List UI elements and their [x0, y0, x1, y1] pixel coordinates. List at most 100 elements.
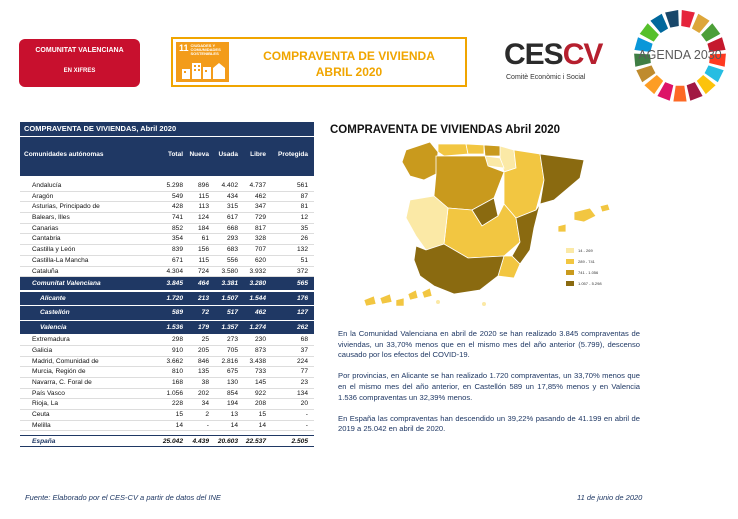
region-galicia [401, 141, 439, 181]
cell-free: 14 [258, 421, 266, 429]
cell-total: 428 [171, 203, 183, 211]
table-body-provinces: Alicante 1.720 213 1.507 1.544 176 Castellón 58… [20, 291, 314, 336]
table-row: Asturias, Principado de 428 113 315 347 81 [20, 202, 314, 214]
cell-used: 617 [226, 214, 238, 222]
cell-protected: 262 [296, 323, 308, 331]
cell-protected: 12 [300, 214, 308, 222]
cell-total: 1.056 [166, 389, 183, 397]
sdg-segment [681, 10, 695, 28]
legend-swatch [566, 270, 574, 275]
table-row: Melilla 14 - 14 14 - [20, 421, 314, 432]
sdg-ring-icon [634, 10, 726, 102]
table-row: Extremadura 298 25 273 230 68 [20, 335, 314, 346]
cell-new: 124 [197, 214, 209, 222]
cell-free: 707 [254, 246, 266, 254]
comunitat-valenciana-badge: COMUNITAT VALENCIANA EN XIFRES [19, 39, 140, 87]
cell-new: 2 [205, 411, 209, 418]
table-row: Alicante 1.720 213 1.507 1.544 176 [20, 291, 314, 307]
cell-free: 3.438 [249, 357, 266, 365]
cell-community: Alicante [40, 294, 66, 302]
source-note: Fuente: Elaborado por el CES-CV a partir… [25, 493, 221, 502]
cell-free: 462 [254, 309, 266, 317]
legend-item: 14 - 269 [566, 246, 602, 255]
cell-free: 462 [254, 192, 266, 200]
cell-protected: 2.505 [291, 438, 308, 446]
cell-used: 705 [226, 346, 238, 354]
cell-total: 1.536 [166, 323, 183, 331]
region-ceuta [436, 300, 440, 304]
cell-free: 1.274 [249, 323, 266, 331]
col-header-community: Comunidades autónomas [24, 151, 104, 158]
cell-community: Andalucía [32, 182, 62, 189]
cell-community: Navarra, C. Foral de [32, 378, 92, 386]
table-row: Balears, Illes 741 124 617 729 12 [20, 213, 314, 224]
region-baleares-menorca [599, 203, 611, 213]
cell-protected: 35 [300, 224, 308, 232]
cell-new: 896 [197, 182, 209, 189]
cell-free: 817 [254, 224, 266, 232]
cell-used: 854 [226, 389, 238, 397]
region-asturias [437, 143, 469, 157]
region-baleares-ibiza [557, 223, 567, 233]
cell-community: Valencia [40, 323, 67, 331]
cell-protected: 51 [300, 256, 308, 264]
sdg-segment [709, 53, 726, 67]
cell-used: 194 [226, 400, 238, 408]
cell-new: 4.439 [192, 438, 209, 446]
report-title-line1: COMPRAVENTA DE VIVIENDA [263, 49, 435, 63]
table-row: Cataluña 4.304 724 3.580 3.932 372 [20, 267, 314, 278]
table-row: España 25.042 4.439 20.603 22.537 2.505 [20, 435, 314, 448]
cell-used: 3.580 [221, 267, 238, 275]
report-title: COMPRAVENTA DE VIVIENDA ABRIL 2020 [233, 48, 465, 80]
cell-protected: 176 [296, 294, 308, 302]
cell-total: 298 [171, 336, 183, 344]
cell-protected: 68 [300, 336, 308, 344]
cell-total: 589 [171, 309, 183, 317]
cell-new: 135 [197, 368, 209, 376]
table-row: Aragón 549 115 434 462 87 [20, 192, 314, 203]
cell-new: 115 [198, 192, 209, 200]
cell-new: 115 [198, 256, 209, 264]
cell-protected: 224 [296, 357, 308, 365]
agenda-2030-text: AGENDA 2030 [638, 48, 722, 62]
cell-free: 873 [254, 346, 266, 354]
cell-free: 1.544 [249, 294, 266, 302]
cell-free: 145 [254, 378, 266, 386]
cell-free: 15 [258, 411, 266, 418]
cell-community: Balears, Illes [32, 214, 70, 222]
cell-used: 517 [226, 309, 238, 317]
cell-used: 3.381 [221, 280, 238, 288]
cell-community: Galicia [32, 346, 53, 354]
cell-used: 2.816 [221, 357, 238, 365]
cell-used: 130 [226, 378, 238, 386]
cell-new: 61 [201, 235, 209, 243]
cell-protected: 77 [300, 368, 308, 376]
table-row: Castilla-La Mancha 671 115 556 620 51 [20, 256, 314, 267]
spain-choropleth-map [363, 141, 611, 307]
report-title-box: 11 CIUDADES Y COMUNIDADES SOSTENIBLES COM… [171, 37, 467, 87]
col-header-used: Usada [218, 151, 238, 158]
cell-new: 179 [197, 323, 209, 331]
cell-community: Ceuta [32, 411, 50, 418]
cell-protected: 561 [296, 182, 308, 189]
cell-new: 38 [201, 378, 209, 386]
ces-logo-accent: CV [562, 38, 604, 71]
cell-used: 556 [226, 256, 238, 264]
sdg-segment [701, 23, 721, 42]
table-row: Valencia 1.536 179 1.357 1.274 262 [20, 320, 314, 336]
badge-subtitle: EN XIFRES [63, 68, 96, 74]
cell-protected: 20 [300, 400, 308, 408]
table-body-bottom: Extremadura 298 25 273 230 68 Galicia 910 205 705… [20, 335, 314, 432]
cell-total: 1.720 [166, 294, 183, 302]
description-text: En la Comunidad Valenciana en abril de 2… [338, 329, 640, 446]
region-andalucia [413, 243, 505, 295]
ods-11-icon: 11 CIUDADES Y COMUNIDADES SOSTENIBLES [176, 42, 229, 82]
legend-label: 1.057 - 5.298 [578, 281, 602, 286]
cell-new: 213 [197, 294, 209, 302]
sdg-segment [686, 82, 703, 101]
cell-used: 675 [226, 368, 238, 376]
legend-label: 289 - 741 [578, 259, 595, 264]
cell-free: 733 [254, 368, 266, 376]
cell-community: Castellón [40, 309, 70, 317]
legend-item: 289 - 741 [566, 257, 602, 266]
